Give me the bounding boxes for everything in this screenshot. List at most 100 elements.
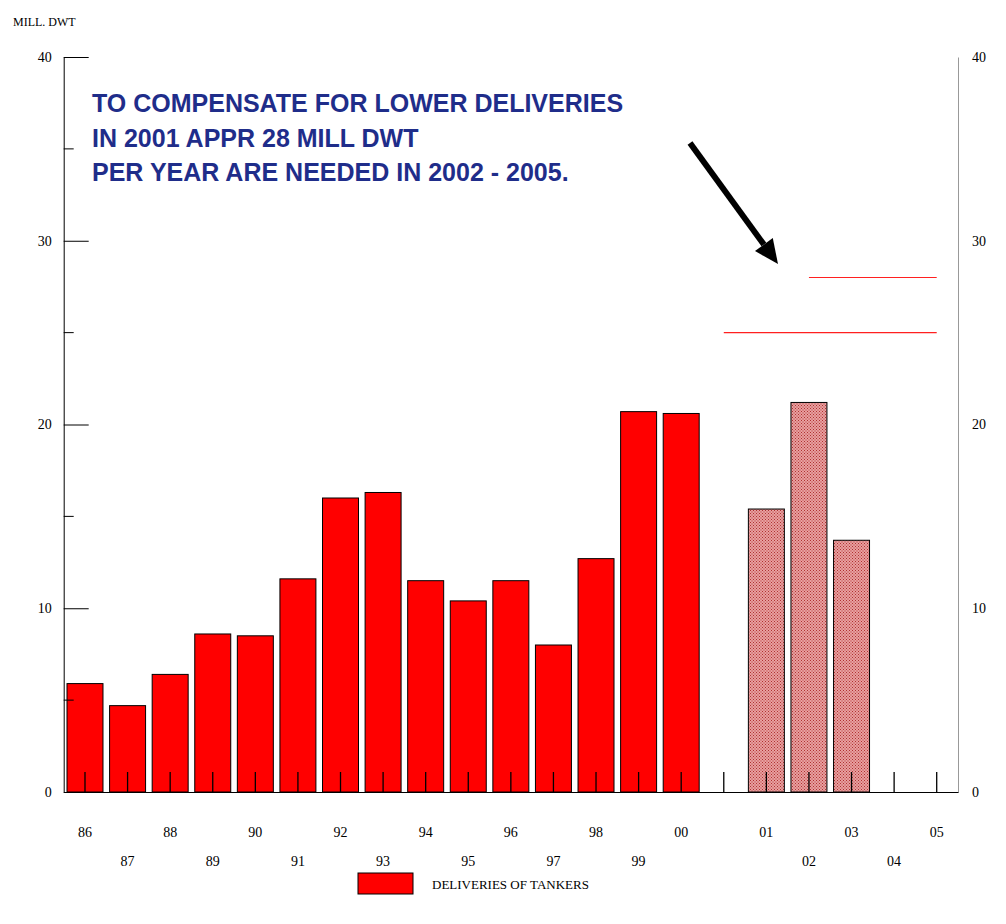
x-tick-mark <box>170 772 171 792</box>
x-tick-mark <box>766 772 767 792</box>
x-tick: 97 <box>546 772 560 869</box>
x-tick: 03 <box>845 772 859 840</box>
reference-line <box>809 277 937 278</box>
bar <box>408 581 444 792</box>
x-tick-label: 01 <box>759 825 773 840</box>
y-tick-label: 30 <box>972 234 986 249</box>
y-tick-label: 20 <box>972 417 986 432</box>
x-tick-label: 00 <box>674 825 688 840</box>
y-tick-label: 0 <box>972 785 979 800</box>
x-tick-label: 93 <box>376 854 390 869</box>
bar <box>152 674 188 792</box>
x-tick-label: 86 <box>78 825 92 840</box>
bar <box>791 402 827 792</box>
y-tick: 0 <box>958 785 979 800</box>
y-tick-mark <box>64 425 89 426</box>
x-tick-label: 89 <box>206 854 220 869</box>
arrow-head <box>755 238 778 264</box>
annotation-text: PER YEAR ARE NEEDED IN 2002 - 2005. <box>92 158 569 186</box>
y-tick-label: 40 <box>972 50 986 65</box>
y-minor-tick <box>64 148 74 149</box>
plot-area <box>67 278 937 793</box>
y-tick-label: 10 <box>972 601 986 616</box>
x-axis: 8687888990919293949596979899000102030405 <box>64 772 958 869</box>
x-tick-label: 92 <box>334 825 348 840</box>
x-tick-label: 96 <box>504 825 518 840</box>
x-tick-label: 04 <box>887 854 901 869</box>
x-tick-mark <box>127 772 128 792</box>
y-axis: 010203040 <box>38 50 89 800</box>
bar <box>110 706 146 792</box>
y-tick-label: 20 <box>38 417 52 432</box>
bar <box>365 492 401 792</box>
x-tick-mark <box>808 772 809 792</box>
y-tick-label: 10 <box>38 601 52 616</box>
x-tick: 87 <box>121 772 135 869</box>
x-tick: 05 <box>930 772 944 840</box>
annotation-text: IN 2001 APPR 28 MILL DWT <box>92 124 418 152</box>
legend-swatch <box>358 873 413 894</box>
x-tick-label: 97 <box>546 854 560 869</box>
x-tick-mark <box>936 772 937 792</box>
x-tick-mark <box>681 772 682 792</box>
x-tick-mark <box>84 772 85 792</box>
y-tick-label: 30 <box>38 234 52 249</box>
y-tick-mark <box>64 608 89 609</box>
x-tick-mark <box>638 772 639 792</box>
x-tick: 00 <box>674 772 688 840</box>
x-tick: 02 <box>802 772 816 869</box>
chart: MILL. DWT0102030400102030408687888990919… <box>0 0 1006 924</box>
x-tick: 01 <box>759 772 773 840</box>
y-tick-mark <box>64 57 89 58</box>
y-tick-label: 0 <box>45 785 52 800</box>
x-tick-mark <box>425 772 426 792</box>
x-tick-mark <box>595 772 596 792</box>
x-tick: 90 <box>248 772 262 840</box>
legend-label: DELIVERIES OF TANKERS <box>432 877 589 892</box>
y-axis-title: MILL. DWT <box>13 15 76 29</box>
bar <box>834 540 870 792</box>
x-tick: 96 <box>504 772 518 840</box>
bar <box>280 579 316 792</box>
legend: DELIVERIES OF TANKERS <box>358 873 589 894</box>
y-tick-mark <box>64 241 89 242</box>
x-tick: 95 <box>461 772 475 869</box>
y-tick: 10 <box>38 601 89 616</box>
bar <box>237 636 273 792</box>
x-tick-label: 95 <box>461 854 475 869</box>
reference-line <box>724 332 937 333</box>
bar <box>195 634 231 792</box>
y-tick: 10 <box>958 601 986 616</box>
bar <box>663 413 699 792</box>
y-axis-right-line <box>958 58 959 793</box>
y-tick: 30 <box>958 234 986 249</box>
y-axis-right: 0 10 20 30 40 <box>958 50 986 800</box>
x-tick-mark <box>340 772 341 792</box>
x-tick: 98 <box>589 772 603 840</box>
y-tick: 40 <box>958 50 986 65</box>
x-tick: 92 <box>334 772 348 840</box>
x-tick-mark <box>468 772 469 792</box>
x-tick: 88 <box>163 772 177 840</box>
x-tick-mark <box>255 772 256 792</box>
x-tick-mark <box>382 772 383 792</box>
x-tick-label: 02 <box>802 854 816 869</box>
bar <box>450 601 486 792</box>
bar <box>535 645 571 792</box>
y-minor-tick <box>64 516 74 517</box>
x-tick-mark <box>510 772 511 792</box>
x-tick-label: 94 <box>419 825 433 840</box>
bar <box>748 509 784 792</box>
arrow-shaft <box>690 143 764 245</box>
y-minor-tick <box>64 700 74 701</box>
bar <box>621 412 657 792</box>
y-minor-tick <box>64 332 74 333</box>
x-tick: 93 <box>376 772 390 869</box>
x-tick-label: 87 <box>121 854 135 869</box>
x-axis-line <box>64 792 958 793</box>
x-tick: 04 <box>887 772 901 869</box>
x-tick-label: 91 <box>291 854 305 869</box>
x-tick-mark <box>553 772 554 792</box>
y-tick: 20 <box>38 417 89 432</box>
x-tick: 86 <box>78 772 92 840</box>
